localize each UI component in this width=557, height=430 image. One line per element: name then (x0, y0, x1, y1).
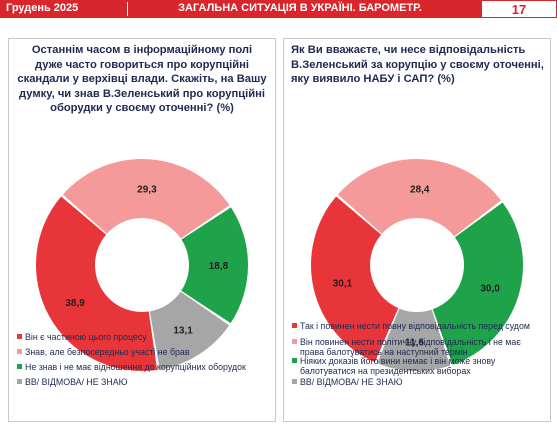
legend-swatch (292, 379, 297, 384)
legend-swatch (17, 379, 22, 384)
donut-slice-dont-know (149, 291, 230, 370)
legend-swatch (17, 334, 22, 339)
slice-value-label-not-involved: 18,8 (209, 261, 229, 272)
slice-value-label-dont-know: 13,1 (173, 326, 193, 337)
donut-slice-not-involved (181, 207, 248, 324)
header-bar: Грудень 2025 ЗАГАЛЬНА СИТУАЦІЯ В УКРАЇНІ… (0, 0, 557, 18)
legend-label: Знав, але безпосередньо участі не брав (25, 347, 190, 357)
page-number: 17 (481, 0, 557, 18)
donut-slice-political-responsibility (337, 158, 502, 237)
legend-label: Він є частиною цього процесу (25, 332, 147, 342)
legend-swatch (17, 364, 22, 369)
slice-value-label-dont-know: 11,6 (405, 337, 424, 348)
legend-swatch (292, 323, 297, 328)
slice-value-label-court-responsibility: 30,1 (333, 278, 353, 289)
donut-chart-right: 28,4 30,0 11,6 30,1 (310, 158, 523, 371)
chart-question-right: Як Ви вважаєте, чи несе відповідальність… (291, 44, 544, 86)
legend-label: ВВ/ ВІДМОВА/ НЕ ЗНАЮ (300, 377, 403, 387)
legend-label: Не знав і не має відношення до корупційн… (25, 362, 246, 372)
legend-label: ВВ/ ВІДМОВА/ НЕ ЗНАЮ (25, 377, 128, 387)
chart-panel-left: Останнім часом в інформаційному полі дуж… (8, 38, 276, 422)
chart-panel-right: Як Ви вважаєте, чи несе відповідальність… (283, 38, 551, 422)
legend-swatch (292, 339, 297, 344)
chart-question-left: Останнім часом в інформаційному полі дуж… (17, 44, 267, 115)
legend-swatch (292, 358, 297, 363)
report-title: ЗАГАЛЬНА СИТУАЦІЯ В УКРАЇНІ. БАРОМЕТР. (178, 2, 422, 14)
donut-slice-knew-not-involved (62, 159, 230, 239)
header-divider (127, 2, 128, 16)
donut-slice-court-responsibility (310, 196, 399, 363)
legend-swatch (17, 349, 22, 354)
slice-value-label-political-responsibility: 28,4 (410, 185, 430, 196)
legend-label: Він повинен нести політичну відповідальн… (300, 337, 521, 357)
legend-label: Ніяких доказів його вини немає і він мож… (300, 356, 496, 376)
donut-slice-no-evidence (432, 202, 523, 365)
slice-value-label-knew-not-involved: 29,3 (137, 185, 157, 196)
report-date: Грудень 2025 (6, 2, 79, 14)
slice-value-label-no-evidence: 30,0 (480, 283, 500, 294)
legend-label: Так і повинен нести повну відповідальніс… (300, 321, 530, 331)
donut-slice-part-of-process (35, 196, 158, 371)
slice-value-label-part-of-process: 38,9 (65, 298, 85, 309)
donut-slice-dont-know (377, 308, 451, 371)
donut-chart-left: 29,3 18,8 13,1 38,9 (35, 159, 248, 371)
